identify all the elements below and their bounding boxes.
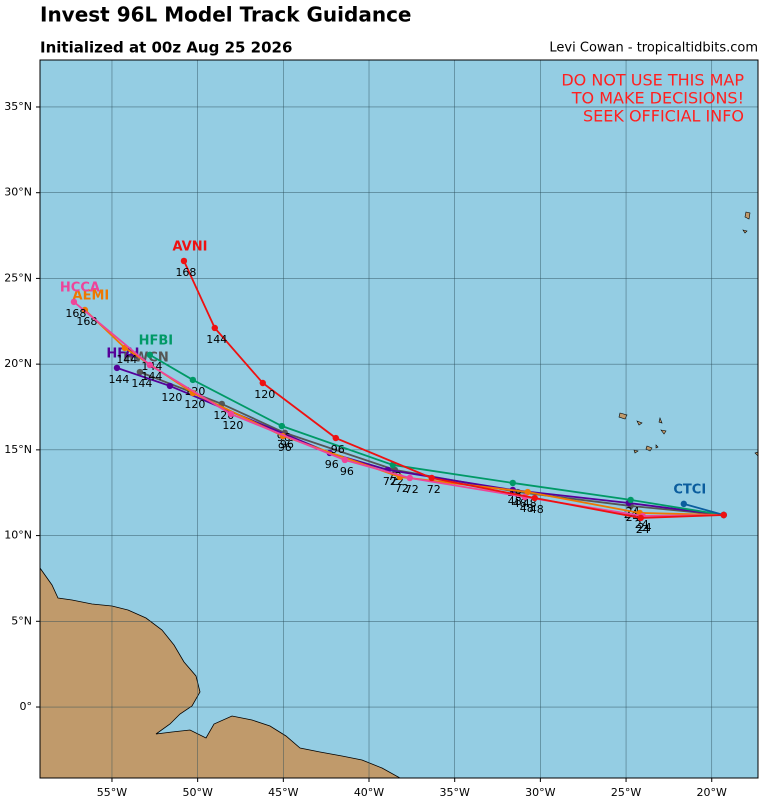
track-point bbox=[211, 324, 218, 332]
track-line bbox=[683, 502, 724, 516]
track-point bbox=[720, 511, 727, 519]
track-point bbox=[531, 494, 538, 502]
track-point bbox=[680, 500, 688, 508]
x-tick-label: 30°W bbox=[525, 786, 555, 799]
track-point bbox=[259, 379, 266, 387]
track-point bbox=[524, 488, 531, 496]
track-point bbox=[189, 376, 197, 384]
track-point bbox=[113, 364, 121, 372]
grid bbox=[36, 60, 758, 782]
model-name-label: AEMI bbox=[73, 288, 110, 303]
model-name-label: HFBI bbox=[139, 333, 174, 348]
forecast-hour-label: 144 bbox=[131, 377, 152, 390]
land bbox=[40, 211, 758, 778]
x-tick-label: 55°W bbox=[97, 786, 127, 799]
track-point bbox=[332, 434, 339, 442]
forecast-hour-label: 96 bbox=[280, 438, 294, 451]
y-tick-label: 15°N bbox=[4, 443, 32, 456]
x-tick-label: 40°W bbox=[354, 786, 384, 799]
track-line bbox=[183, 260, 724, 519]
warning: DO NOT USE THIS MAP bbox=[561, 71, 744, 90]
track-point bbox=[278, 422, 285, 430]
forecast-hour-label: 48 bbox=[513, 497, 527, 510]
forecast-hour-label: 144 bbox=[108, 373, 129, 386]
forecast-hour-label: 120 bbox=[222, 419, 243, 432]
forecast-hour-label: 48 bbox=[520, 502, 534, 515]
forecast-hour-label: 168 bbox=[65, 307, 86, 320]
y-tick-label: 20°N bbox=[4, 357, 32, 370]
x-tick-label: 35°W bbox=[440, 786, 470, 799]
track-point bbox=[341, 456, 349, 464]
forecast-hour-label: 144 bbox=[116, 353, 137, 366]
track-point bbox=[166, 382, 174, 390]
forecast-hour-label: 48 bbox=[530, 503, 544, 516]
track-point bbox=[637, 514, 644, 522]
y-tick-label: 10°N bbox=[4, 529, 32, 542]
forecast-hour-label: 24 bbox=[636, 523, 650, 536]
track-point bbox=[509, 479, 516, 487]
south-america bbox=[40, 567, 401, 778]
forecast-hour-label: 72 bbox=[427, 483, 441, 496]
forecast-hour-label: 144 bbox=[206, 333, 227, 346]
track-point bbox=[146, 361, 154, 369]
forecast-hour-label: 120 bbox=[161, 391, 182, 404]
frame bbox=[39, 59, 759, 779]
subtitle: Initialized at 00z Aug 25 2026 bbox=[40, 39, 292, 57]
y-tick-label: 5°N bbox=[11, 614, 32, 627]
track-point bbox=[136, 368, 144, 376]
y-tick-label: 25°N bbox=[4, 271, 32, 284]
x-tick-label: 20°W bbox=[697, 786, 727, 799]
x-tick-label: 25°W bbox=[611, 786, 641, 799]
track-line bbox=[73, 301, 724, 517]
model-name-label: CTCI bbox=[673, 482, 706, 497]
model-name-label: HCCA bbox=[60, 280, 100, 295]
y-tick-label: 35°N bbox=[4, 100, 32, 113]
forecast-hour-label: 72 bbox=[383, 475, 397, 488]
forecast-hour-label: 24 bbox=[635, 518, 649, 531]
forecast-hour-label: 120 bbox=[184, 398, 205, 411]
track-point bbox=[406, 474, 413, 482]
y-tick-label: 0° bbox=[20, 700, 33, 713]
model-name-label: AVNI bbox=[172, 239, 207, 254]
track-point bbox=[428, 474, 435, 482]
track-point bbox=[627, 496, 634, 504]
forecast-hour-label: 96 bbox=[278, 441, 292, 454]
cape-verde bbox=[618, 412, 667, 454]
track-point bbox=[180, 257, 188, 265]
forecast-hour-label: 48 bbox=[508, 495, 522, 508]
y-tick-label: 30°N bbox=[4, 186, 32, 199]
forecast-hour-label: 168 bbox=[175, 266, 196, 279]
forecast-hour-label: 120 bbox=[254, 388, 275, 401]
track-line bbox=[84, 309, 724, 516]
forecast-hour-label: 72 bbox=[405, 483, 419, 496]
track-point bbox=[227, 410, 235, 418]
forecast-hour-label: 144 bbox=[141, 370, 162, 383]
islands bbox=[742, 211, 758, 457]
forecast-hour-label: 96 bbox=[331, 443, 345, 456]
forecast-hour-label: 24 bbox=[638, 521, 652, 534]
warning: SEEK OFFICIAL INFO bbox=[583, 107, 744, 126]
track-point bbox=[146, 351, 154, 359]
warning: TO MAKE DECISIONS! bbox=[571, 89, 744, 108]
x-tick-label: 50°W bbox=[182, 786, 212, 799]
forecast-hour-label: 72 bbox=[395, 482, 409, 495]
forecast-hour-label: 96 bbox=[340, 465, 354, 478]
tracks: 24487296120144HWCN24487296120144HFAI2448… bbox=[60, 239, 727, 536]
credit: Levi Cowan - tropicaltidbits.com bbox=[549, 41, 758, 56]
track-point bbox=[70, 298, 78, 306]
forecast-hour-label: 96 bbox=[325, 458, 339, 471]
title: Invest 96L Model Track Guidance bbox=[40, 3, 412, 27]
x-tick-label: 45°W bbox=[268, 786, 298, 799]
